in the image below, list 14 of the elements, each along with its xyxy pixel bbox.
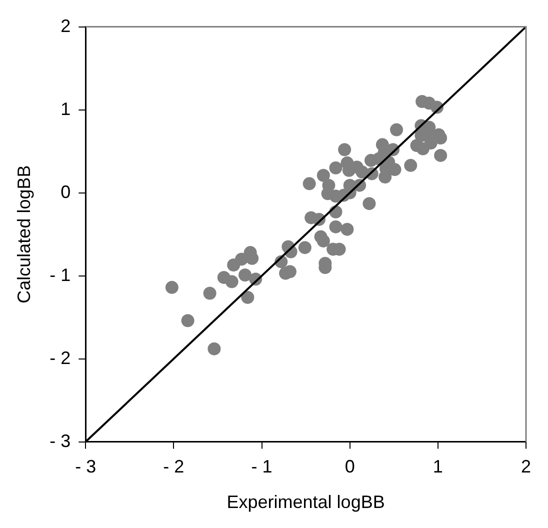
x-tick-label: - 1 [251,456,272,477]
y-tick-label: - 3 [50,430,71,451]
y-tick-label: 0 [60,182,71,202]
y-tick-label: - 2 [50,348,71,368]
x-tick-label: - 3 [75,456,96,477]
y-tick-label: 2 [60,16,71,36]
y-axis-title: Calculated logBB [14,165,34,304]
x-axis-title: Experimental logBB [226,492,385,512]
y-tick-label: 1 [60,98,71,119]
x-tick-label: - 2 [163,456,184,477]
x-tick-label: 0 [344,456,355,477]
x-tick-label: 2 [520,456,532,477]
x-tick-label: 1 [432,456,443,477]
y-tick-label: - 1 [50,264,71,285]
